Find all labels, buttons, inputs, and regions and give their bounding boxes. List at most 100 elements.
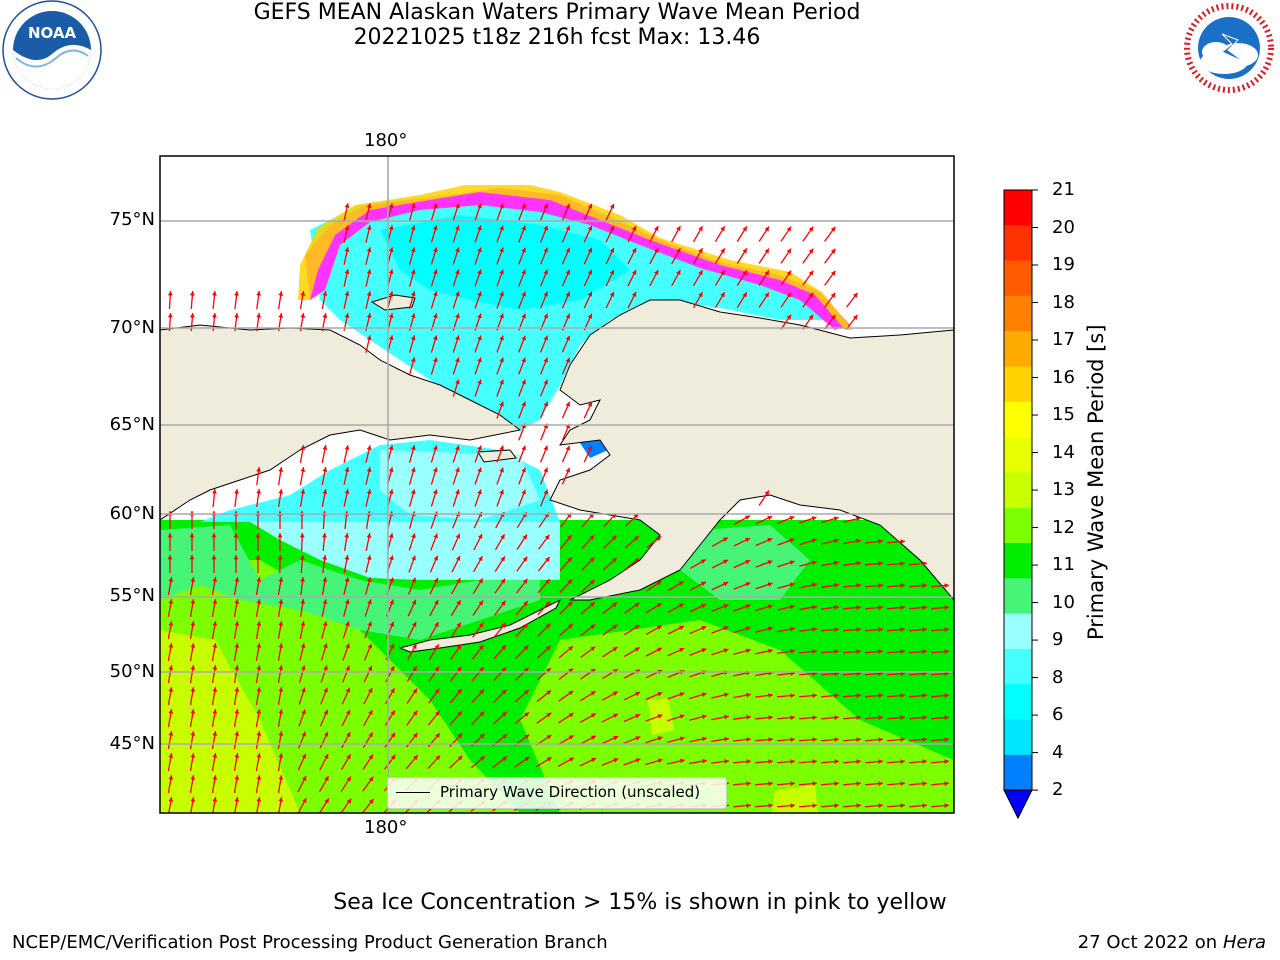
wave-arrow-head	[878, 693, 883, 698]
wave-arrow-head	[812, 781, 817, 786]
wave-arrow-head	[698, 270, 703, 276]
wave-arrow-head	[834, 582, 839, 588]
wave-arrow-head	[609, 269, 615, 275]
wave-arrow-head	[390, 754, 396, 760]
wave-arrow-head	[742, 270, 747, 276]
wave-arrow-head	[567, 579, 573, 585]
wave-arrow-head	[611, 557, 617, 563]
colorbar-tick-label: 11	[1052, 554, 1075, 576]
wave-arrow-head	[411, 621, 417, 627]
wave-arrow-head	[944, 759, 949, 764]
wave-arrow-head	[344, 225, 350, 231]
wave-arrow-head	[543, 445, 548, 451]
colorbar-swatch	[1004, 331, 1032, 367]
sea-ice-fringe-pink	[305, 188, 850, 330]
wave-arrow-head	[944, 649, 949, 654]
wave-arrow-head	[434, 666, 440, 672]
wave-arrow-head	[256, 709, 262, 714]
wave-arrow-head	[567, 624, 573, 629]
wave-arrow-head	[878, 583, 883, 588]
wave-arrow-head	[856, 781, 861, 786]
wave-arrow-head	[278, 687, 284, 692]
wave-arrow-head	[609, 247, 615, 253]
wave-arrow-head	[457, 733, 463, 739]
wave-arrow-head	[256, 643, 262, 648]
wave-arrow-head	[635, 758, 641, 763]
wave-arrow-head	[389, 621, 395, 627]
wave-arrow-head	[654, 226, 659, 232]
wave-arrow-head	[811, 538, 817, 543]
wave-arrow-head	[501, 645, 506, 651]
colorbar-tick-label: 9	[1052, 629, 1064, 651]
wave-arrow-head	[522, 556, 528, 562]
wave-arrow-head	[278, 731, 284, 736]
wave-arrow-head	[786, 314, 792, 320]
wave-arrow-head	[189, 313, 195, 318]
wave-arrow-head	[521, 269, 526, 275]
wave-arrow-head	[477, 379, 482, 385]
wave-arrow-head	[944, 583, 949, 588]
colorbar-swatch	[1004, 648, 1032, 685]
wave-arrow-head	[324, 798, 329, 804]
colorbar-swatch	[1004, 507, 1032, 544]
colorbar-swatch	[1004, 578, 1032, 615]
wave-arrow-head	[543, 269, 548, 275]
wave-arrow-head	[278, 621, 284, 626]
wave-arrow-head	[168, 797, 174, 802]
wave-arrow-head	[590, 624, 596, 629]
wave-arrow-head	[565, 357, 571, 363]
wave-arrow-head	[234, 643, 240, 648]
wave-arrow-head	[833, 516, 839, 522]
wave-arrow-head	[234, 599, 240, 604]
wave-arrow-head	[565, 401, 571, 407]
wave-arrow-head	[587, 445, 593, 451]
wave-arrow-head	[211, 555, 217, 560]
wave-arrow-head	[367, 599, 372, 605]
wave-arrow-head	[433, 247, 438, 253]
wave-arrow-head	[366, 335, 372, 341]
wave-arrow-head	[389, 555, 394, 561]
wave-arrow-head	[455, 313, 460, 319]
wave-arrow-head	[544, 534, 550, 540]
wave-arrow-head	[565, 247, 571, 253]
wave-arrow-head	[367, 687, 373, 693]
wave-arrow-head	[190, 731, 196, 736]
lat-label-55: 55°N	[109, 585, 155, 606]
wave-arrow-head	[521, 401, 526, 407]
wave-arrow-head	[212, 753, 218, 758]
wave-arrow-head	[300, 313, 306, 318]
wave-arrow-head	[768, 781, 773, 786]
wave-arrow-head	[768, 648, 773, 654]
wave-arrow-head	[433, 577, 439, 583]
wave-arrow-head	[786, 226, 792, 232]
wave-arrow-head	[679, 758, 685, 764]
wave-arrow-head	[590, 691, 596, 696]
wave-arrow-head	[277, 533, 283, 538]
graticule	[160, 156, 954, 813]
wave-arrow-head	[322, 577, 328, 582]
wave-arrow-head	[657, 758, 663, 764]
colorbar-tick-label: 10	[1052, 591, 1075, 613]
wave-arrow-head	[278, 599, 284, 604]
wave-arrow-head	[455, 533, 461, 539]
wave-arrow-head	[922, 781, 927, 786]
wave-arrow-head	[389, 577, 394, 583]
wave-arrow-head	[654, 270, 659, 276]
wave-arrow-head	[234, 665, 240, 670]
wave-arrow-head	[301, 687, 306, 693]
wave-arrow-head	[922, 649, 927, 654]
wave-arrow-head	[522, 578, 528, 584]
wave-arrow-head	[900, 627, 905, 632]
wave-arrow-head	[634, 625, 640, 630]
wave-arrow-head	[433, 357, 438, 363]
ocean-field-southwest-mid	[160, 560, 520, 813]
colorbar-swatch	[1004, 472, 1032, 509]
wave-arrow-head	[523, 690, 529, 695]
colorbar	[1003, 189, 1038, 820]
wave-arrow-head	[568, 668, 574, 674]
wave-arrow-head	[168, 621, 174, 626]
wave-arrow-head	[300, 621, 306, 626]
wave-arrow-head	[808, 270, 814, 276]
wave-arrow-head	[790, 803, 795, 808]
wave-arrow-head	[234, 621, 240, 626]
